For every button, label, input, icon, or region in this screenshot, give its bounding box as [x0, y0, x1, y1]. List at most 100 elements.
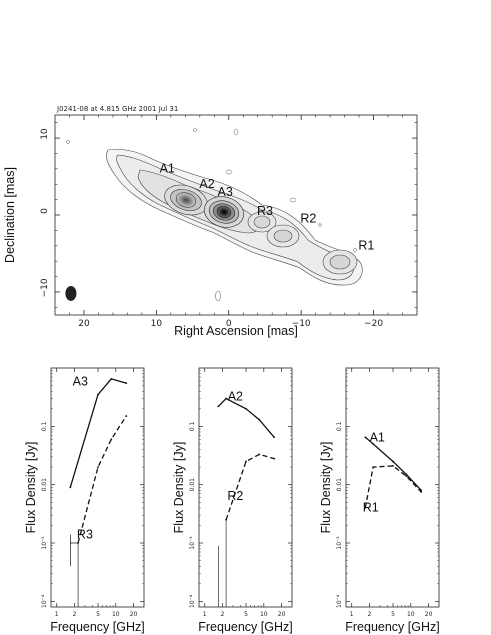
map-xtick-label: 20: [78, 319, 90, 329]
spectrum-xtick-label: 10: [407, 611, 415, 618]
data-point-a2: [225, 397, 227, 400]
series-line-r2: [225, 453, 275, 521]
component-label-r1: R1: [358, 239, 374, 253]
data-point-r2: [273, 457, 276, 460]
spectrum-panel-1: 1 2 5 10 20 0.1 0.01 10⁻³ 10⁻⁴ A3 R3 Frequency [GHz…: [24, 367, 145, 634]
spectrum-xtick-label: 20: [130, 611, 138, 618]
data-point-r3: [125, 415, 128, 417]
data-point-r1: [405, 475, 408, 478]
spectrum-xtick-label: 1: [55, 611, 59, 618]
data-point-r1: [364, 506, 367, 509]
noise-contour: [353, 248, 357, 252]
contour-a3-4: [216, 206, 232, 218]
spectrum-panel-3: 1 2 5 10 20 0.1 0.01 10⁻³ 10⁻⁴ A1 R1 Frequency [GHz…: [319, 367, 440, 634]
spectrum-xtick-label: 5: [244, 611, 248, 618]
data-point-r3: [97, 466, 99, 469]
map-axes: 20 10 0 −10 −20 10 0 −10: [40, 115, 417, 329]
spectrum-frame: [198, 367, 293, 608]
data-point-a1: [392, 460, 394, 463]
series-label-r1: R1: [363, 500, 379, 514]
series-line-a2: [217, 397, 275, 438]
data-point-a3: [69, 486, 72, 489]
spectrum-xtick-label: 2: [73, 611, 77, 618]
noise-contour: [318, 223, 322, 227]
spectrum-ylabel: Flux Density [Jy]: [24, 442, 38, 534]
spectrum-ytick-label: 0.1: [189, 421, 196, 431]
spectrum-ytick-label: 0.1: [41, 421, 48, 431]
contour-a2-3: [175, 192, 197, 208]
spectrum-frame: [345, 367, 440, 608]
data-point-r1: [392, 464, 394, 467]
spectrum-ytick-label: 0.01: [41, 478, 48, 492]
data-point-a3: [110, 378, 113, 380]
spectrum-ytick-label: 10⁻³: [189, 536, 196, 550]
data-point-a2: [273, 436, 276, 439]
data-point-a2: [217, 405, 220, 408]
spectrum-xtick-label: 2: [368, 611, 372, 618]
data-point-r1: [372, 466, 374, 469]
map-title: J0241-08 at 4.815 GHz 2001 Jul 31: [56, 105, 178, 113]
map-ytick-label: −10: [40, 278, 50, 297]
data-point-r2: [225, 518, 227, 521]
component-label-a1: A1: [160, 162, 175, 176]
spectrum-ytick-label: 0.01: [189, 478, 196, 492]
series-label-r3: R3: [77, 527, 93, 541]
data-point-r3: [110, 438, 113, 441]
spectrum-xtick-label: 20: [425, 611, 433, 618]
noise-contour: [215, 290, 221, 302]
spectrum-xlabel: Frequency [GHz]: [50, 620, 144, 634]
map-ytick-label: 10: [40, 128, 50, 140]
spectrum-ytick-label: 10⁻⁴: [189, 594, 196, 608]
noise-contour: [193, 128, 197, 132]
contour-r1-inner: [329, 254, 351, 270]
spectrum-ytick-label: 10⁻⁴: [41, 594, 48, 608]
beam-ellipse: [65, 285, 77, 301]
spectrum-xtick-label: 1: [350, 611, 354, 618]
spectrum-xtick-label: 5: [391, 611, 395, 618]
series-line-a1: [364, 436, 422, 491]
data-point-r2: [258, 453, 261, 456]
spectrum-xtick-label: 2: [221, 611, 225, 618]
noise-contour: [233, 128, 239, 136]
spectrum-xtick-label: 5: [96, 611, 100, 618]
component-label-r2: R2: [300, 212, 316, 226]
data-point-r1: [420, 491, 423, 493]
map-xtick-label: −20: [364, 319, 383, 329]
spectrum-ylabel: Flux Density [Jy]: [172, 442, 186, 534]
series-label-a2: A2: [228, 389, 243, 403]
spectrum-xtick-label: 1: [203, 611, 207, 618]
data-point-a2: [258, 418, 261, 421]
spectrum-frame: [50, 367, 145, 608]
map-xlabel: Right Ascension [mas]: [174, 324, 298, 338]
data-point-a1: [405, 473, 408, 476]
contour-map: [65, 128, 363, 302]
contour-r3-inner: [253, 215, 271, 229]
noise-contour: [289, 197, 297, 203]
map-xtick-label: 0: [226, 319, 232, 329]
spectrum-xtick-label: 20: [278, 611, 286, 618]
spectrum-ytick-label: 10⁻³: [336, 536, 343, 550]
spectrum-ytick-label: 0.1: [336, 421, 343, 431]
spectrum-xlabel: Frequency [GHz]: [198, 620, 292, 634]
series-line-r1: [364, 465, 422, 509]
spectrum-ylabel: Flux Density [Jy]: [319, 442, 333, 534]
data-point-a1: [372, 442, 374, 445]
spectra-panels: 1 2 5 10 20 0.1 0.01 10⁻³ 10⁻⁴ A3 R3 Frequency [GHz…: [24, 367, 440, 634]
data-point-a3: [97, 393, 99, 396]
component-label-a3: A3: [217, 185, 232, 199]
component-label-r3: R3: [257, 204, 273, 218]
component-label-a2: A2: [199, 177, 214, 191]
spectrum-xtick-label: 10: [260, 611, 268, 618]
series-label-a3: A3: [73, 375, 88, 389]
noise-contour: [225, 169, 233, 175]
data-point-a1: [364, 436, 367, 439]
data-point-a3: [125, 382, 128, 385]
map-xtick-label: 10: [151, 319, 163, 329]
series-label-r2: R2: [227, 489, 243, 503]
map-ylabel: Declination [mas]: [3, 167, 17, 263]
series-label-a1: A1: [370, 430, 385, 444]
spectrum-ytick-label: 0.01: [336, 478, 343, 492]
spectrum-ytick-label: 10⁻³: [41, 536, 48, 550]
